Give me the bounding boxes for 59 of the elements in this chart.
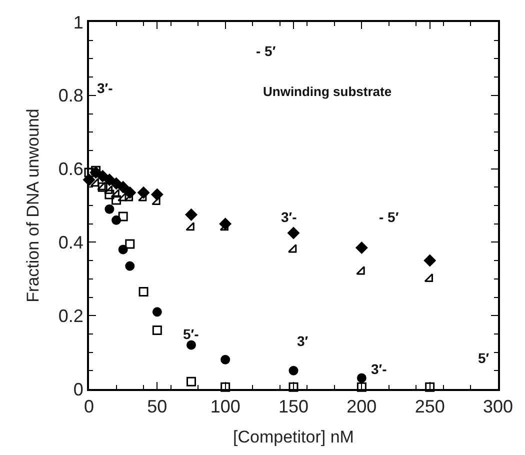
point	[112, 195, 122, 205]
point	[220, 354, 230, 364]
annotation: - 5′	[379, 209, 400, 225]
point	[186, 376, 196, 386]
point	[186, 340, 196, 350]
point	[356, 266, 365, 275]
point	[118, 244, 128, 254]
point	[356, 242, 368, 254]
y-tick-label: 0.2	[58, 306, 84, 326]
point	[117, 181, 130, 194]
annotation: Unwinding substrate	[263, 84, 392, 99]
point	[424, 273, 433, 282]
annotation: 5′	[478, 350, 490, 366]
annotation: - 5′	[256, 43, 276, 59]
y-tick-label: 0.6	[58, 159, 84, 180]
point	[152, 307, 162, 317]
x-tick-label: 100	[210, 396, 240, 417]
point	[110, 178, 122, 190]
point	[288, 244, 297, 253]
point	[151, 188, 164, 200]
y-tick-label: 1	[73, 12, 84, 32]
point	[425, 382, 435, 392]
point	[104, 174, 116, 186]
point	[125, 261, 135, 271]
point	[185, 208, 198, 221]
y-tick-label: 0.8	[58, 86, 84, 106]
annotation: 3′	[297, 333, 309, 349]
point	[288, 366, 298, 376]
point	[288, 227, 300, 239]
point	[356, 382, 366, 392]
point	[152, 326, 162, 336]
y-axis-title: Fraction of DNA unwound	[23, 108, 42, 302]
point	[118, 192, 126, 202]
point	[104, 185, 113, 194]
point	[125, 239, 135, 249]
annotation: 3′-	[97, 80, 114, 96]
x-axis-title: [Competitor] nM	[233, 428, 354, 446]
point	[220, 382, 230, 392]
x-tick-label: 50	[147, 396, 168, 417]
point	[138, 287, 148, 296]
point	[104, 190, 114, 200]
point	[90, 178, 99, 187]
x-tick-label: 150	[278, 396, 309, 417]
point	[110, 188, 120, 198]
point	[288, 382, 298, 392]
annotation: 5′-	[183, 326, 200, 342]
annotation: 3′-	[371, 361, 388, 377]
annotation: 3′-	[281, 209, 298, 225]
point	[356, 373, 366, 383]
point	[91, 166, 101, 176]
x-tick-label: 200	[346, 396, 377, 417]
x-tick-label: 300	[482, 396, 514, 417]
point	[118, 212, 128, 222]
point	[424, 254, 436, 266]
x-tick-label: 250	[414, 396, 445, 417]
y-tick-label: 0.4	[58, 232, 84, 252]
y-tick-label: 0	[73, 379, 84, 400]
point	[186, 222, 194, 231]
point	[104, 204, 114, 214]
